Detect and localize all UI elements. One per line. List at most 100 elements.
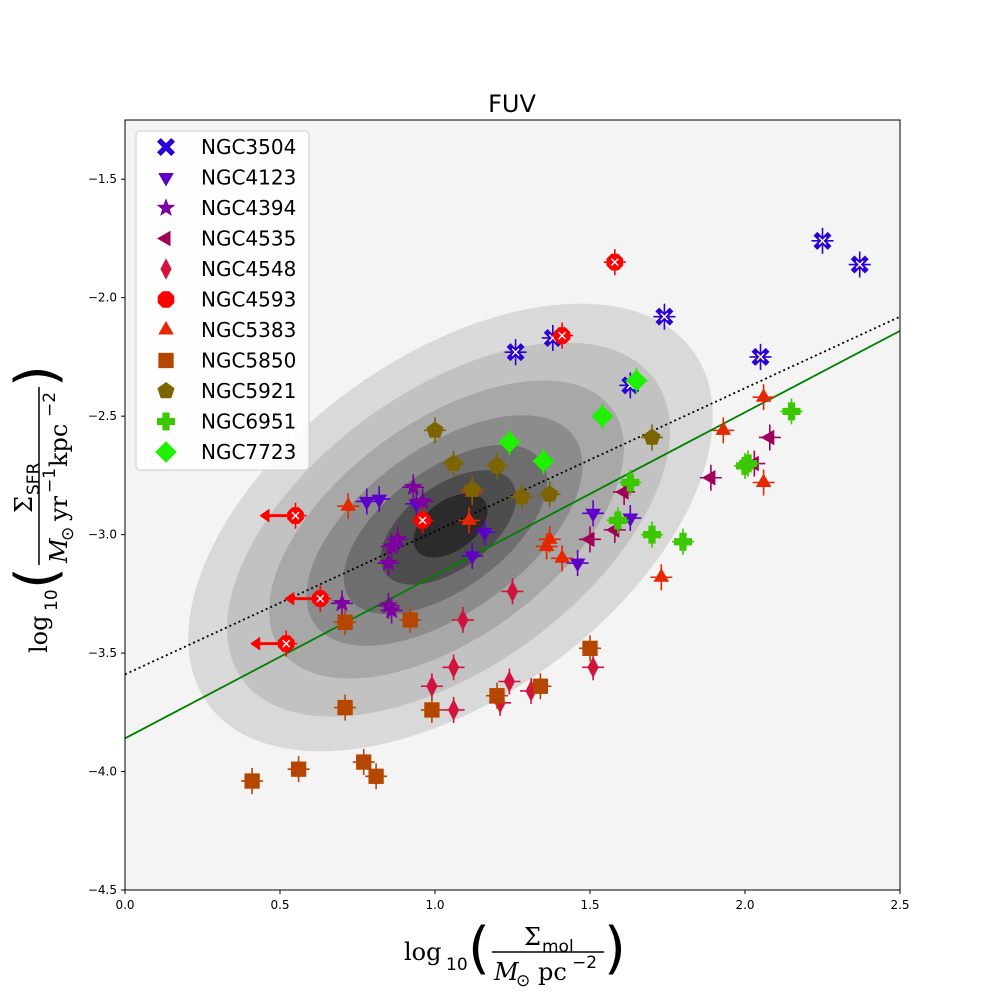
point-ngc3504-6	[811, 227, 834, 254]
legend-label-ngc4394: NGC4394	[201, 196, 296, 220]
point-ngc6951-4	[672, 528, 694, 555]
x-label-sigma-sub: mol	[542, 937, 574, 957]
marker-ngc5850-8	[424, 702, 440, 718]
point-ngc4593-4	[411, 507, 434, 534]
point-ngc4548-1	[420, 673, 443, 700]
point-ngc5850-9	[486, 682, 508, 709]
point-ngc4535-4	[699, 464, 722, 491]
legend-entry-ngc4548: NGC4548	[160, 257, 296, 281]
marker-ngc4123-8	[569, 558, 586, 572]
legend-entry-ngc7723: NGC7723	[155, 440, 296, 464]
legend-marker-ngc4593	[157, 291, 175, 308]
marker-ngc4548-6	[503, 670, 515, 693]
y-label-denominator-exp2: −2	[40, 392, 60, 417]
marker-ngc5383-5	[541, 530, 558, 544]
marker-ngc4123-5	[464, 551, 480, 565]
marker-ngc4394-8	[413, 491, 432, 510]
point-ngc5850-3	[334, 609, 357, 636]
point-ngc7723-4	[625, 367, 648, 394]
marker-ngc4548-3	[448, 699, 460, 721]
marker-ngc4123-6	[585, 508, 601, 523]
legend-marker-ngc5850	[158, 352, 174, 369]
legend-label-ngc4535: NGC4535	[201, 227, 296, 251]
x-label-denominator-m: M	[493, 958, 520, 986]
x-label-denominator-exp: −2	[572, 953, 597, 973]
dotted-relation-line	[125, 315, 900, 676]
x-label-log-sub: 10	[446, 955, 468, 975]
point-ngc5921-5	[510, 483, 533, 510]
y-label-denominator-unit2: kpc	[45, 424, 73, 467]
x-tick-label: 2.5	[890, 898, 909, 912]
x-label-paren-left: (	[468, 916, 490, 981]
marker-ngc6951-3	[643, 525, 661, 544]
point-ngc5850-1	[241, 768, 264, 795]
y-tick-label: −2.5	[88, 409, 117, 423]
x-axis-ticks: 0.0 0.5 1.0 1.5 2.0 2.5	[115, 890, 910, 912]
y-label-log-sub: 10	[42, 589, 62, 611]
y-axis-ticks: −4.5 −4.0 −3.5 −3.0 −2.5 −2.0 −1.5	[88, 172, 125, 897]
legend-entry-ngc4593: NGC4593	[157, 288, 296, 312]
point-ngc4535-1	[579, 526, 601, 553]
marker-ngc5850-11	[582, 640, 598, 656]
x-label-denominator-sun: ⊙	[516, 971, 530, 991]
point-ngc5921-6	[538, 481, 561, 508]
point-ngc5921-2	[442, 450, 465, 477]
marker-ngc5921-1	[426, 421, 444, 438]
y-label-denominator-unit1: yr	[45, 495, 73, 522]
y-label-paren-right: )	[4, 365, 69, 387]
point-ngc5383-5	[538, 526, 561, 553]
x-tick-label: 1.5	[580, 898, 599, 912]
marker-ngc5383-10	[755, 473, 772, 487]
legend-label-ngc5921: NGC5921	[201, 379, 296, 403]
point-ngc5383-2	[458, 507, 481, 534]
point-ngc5921-7	[641, 424, 663, 451]
point-ngc7723-1	[498, 429, 521, 456]
point-ngc3504-7	[848, 251, 871, 278]
point-ngc4394-4	[331, 590, 353, 617]
marker-ngc5383-9	[755, 388, 772, 402]
legend-entry-ngc6951: NGC6951	[157, 410, 296, 434]
point-ngc4123-8	[566, 550, 589, 577]
marker-ngc4123-4	[476, 527, 493, 542]
legend-marker-ngc4394	[156, 198, 176, 216]
marker-ngc5921-3	[463, 480, 481, 497]
legend-label-ngc4548: NGC4548	[201, 257, 296, 281]
point-ngc5850-5	[352, 749, 375, 776]
point-ngc6951-7	[780, 398, 803, 425]
point-ngc4593-3	[250, 630, 298, 657]
marker-ngc4548-2	[448, 656, 460, 679]
point-ngc5850-4	[334, 694, 357, 721]
marker-ngc5383-2	[461, 511, 477, 525]
marker-ngc4548-4	[457, 609, 469, 631]
marker-ngc6951-7	[782, 402, 801, 421]
y-label-denominator-exp1: −1	[40, 468, 60, 493]
legend: NGC3504 NGC4123 NGC4394 NGC4535 NGC4548 NGC45…	[135, 130, 310, 471]
point-ngc7723-2	[532, 448, 555, 475]
point-ngc4123-4	[473, 519, 496, 546]
point-ngc4535-6	[758, 424, 781, 451]
legend-entry-ngc5383: NGC5383	[158, 318, 296, 342]
marker-ngc4548-9	[587, 656, 599, 679]
marker-ngc5921-6	[541, 485, 559, 502]
point-ngc4394-6	[377, 592, 400, 619]
point-ngc5921-1	[424, 417, 446, 444]
x-tick-label: 2.0	[735, 898, 754, 912]
marker-ngc4548-1	[426, 675, 438, 698]
y-label-denominator-sun: ⊙	[58, 527, 78, 541]
marker-ngc6951-1	[608, 511, 627, 530]
marker-ngc5850-7	[402, 612, 418, 628]
point-ngc5383-9	[752, 384, 775, 411]
y-label-denominator-m: M	[45, 537, 73, 564]
point-ngc6951-3	[641, 521, 663, 548]
x-label-denominator-unit: pc	[538, 958, 567, 986]
marker-ngc5383-6	[554, 549, 570, 563]
point-ngc5850-2	[287, 756, 310, 783]
legend-marker-ngc7723	[155, 441, 177, 463]
point-ngc3504-4	[653, 303, 676, 330]
marker-ngc5850-1	[244, 773, 260, 789]
y-tick-label: −3.5	[88, 646, 117, 660]
marker-ngc4535-4	[701, 470, 716, 486]
legend-marker-ngc6951	[157, 412, 175, 431]
marker-ngc6951-4	[674, 532, 692, 551]
